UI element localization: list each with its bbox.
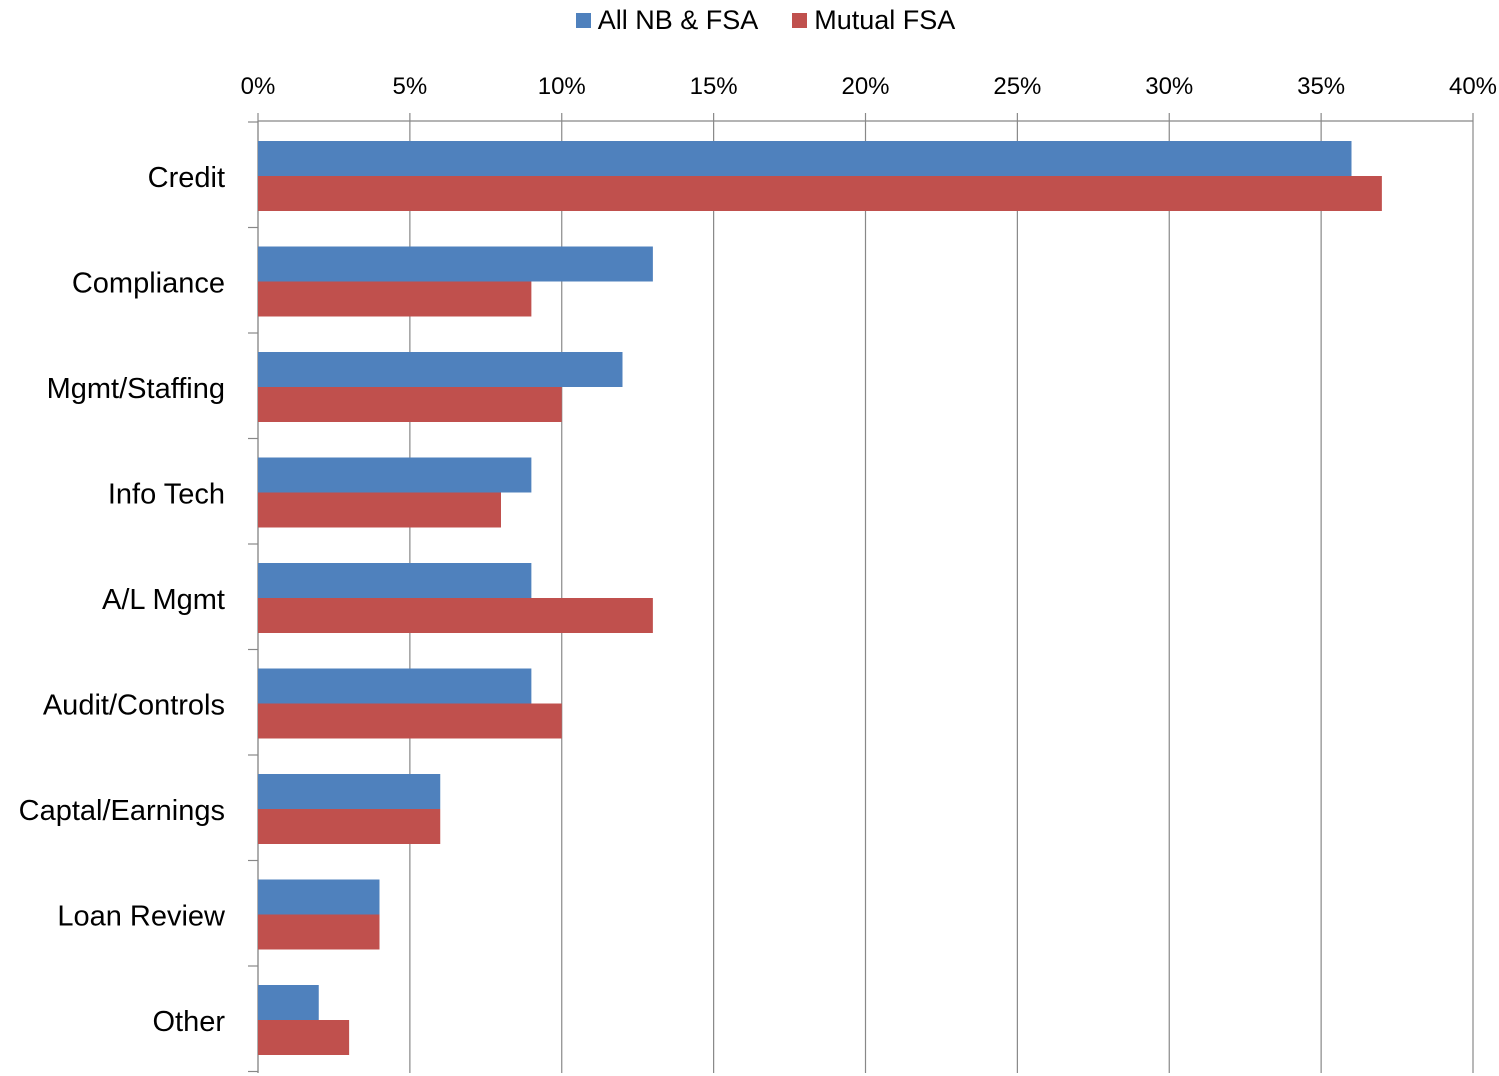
legend: All NB & FSA Mutual FSA	[0, 0, 1499, 40]
x-tick-label: 25%	[993, 73, 1041, 100]
legend-swatch-all-nb-fsa	[575, 12, 591, 28]
legend-item-all-nb-fsa: All NB & FSA	[575, 4, 759, 36]
bar-all-nb-fsa	[258, 668, 532, 704]
x-tick-label: 10%	[538, 73, 586, 100]
category-label: Info Tech	[108, 479, 225, 511]
bar-all-nb-fsa	[258, 352, 623, 387]
x-tick-label: 30%	[1145, 73, 1193, 100]
bar-mutual-fsa	[258, 281, 532, 317]
legend-swatch-mutual-fsa	[792, 12, 808, 28]
x-tick-label: 5%	[393, 73, 428, 100]
category-label: Captal/Earnings	[19, 795, 225, 827]
bar-all-nb-fsa	[258, 457, 532, 493]
bar-mutual-fsa	[258, 387, 562, 422]
legend-label-all-nb-fsa: All NB & FSA	[597, 4, 759, 35]
bar-mutual-fsa	[258, 176, 1382, 211]
bar-mutual-fsa	[258, 809, 441, 844]
x-tick-label: 35%	[1297, 73, 1345, 100]
category-label: Credit	[148, 162, 225, 194]
x-tick-label: 15%	[690, 73, 738, 100]
bar-all-nb-fsa	[258, 246, 653, 282]
x-tick-label: 0%	[241, 73, 276, 100]
bar-mutual-fsa	[258, 598, 653, 633]
category-label: Loan Review	[57, 901, 226, 933]
category-label: Audit/Controls	[43, 690, 225, 722]
bar-mutual-fsa	[258, 492, 501, 528]
x-tick-label: 20%	[841, 73, 889, 100]
legend-item-mutual-fsa: Mutual FSA	[792, 5, 955, 36]
bar-mutual-fsa	[258, 703, 562, 739]
category-label: Compliance	[72, 268, 225, 300]
bar-all-nb-fsa	[258, 879, 380, 915]
x-tick-label: 40%	[1449, 73, 1497, 100]
bar-mutual-fsa	[258, 1020, 350, 1055]
bar-mutual-fsa	[258, 914, 380, 950]
category-label: Mgmt/Staffing	[47, 373, 225, 405]
bar-all-nb-fsa	[258, 563, 532, 598]
bar-all-nb-fsa	[258, 141, 1352, 176]
bar-all-nb-fsa	[258, 774, 441, 809]
legend-label-mutual-fsa: Mutual FSA	[814, 4, 956, 35]
bar-all-nb-fsa	[258, 985, 319, 1020]
category-label: Other	[152, 1006, 225, 1038]
category-label: A/L Mgmt	[102, 584, 225, 616]
